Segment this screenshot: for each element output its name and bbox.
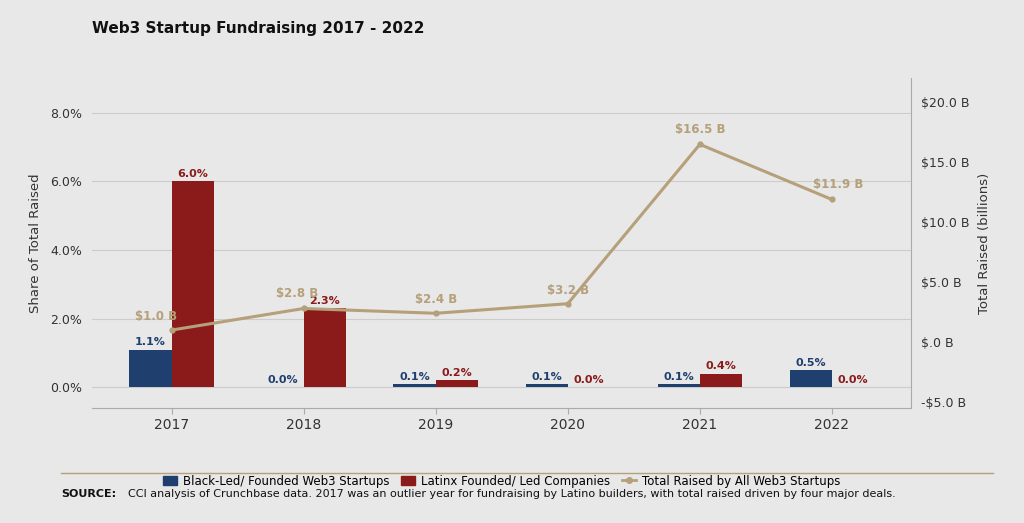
Text: 0.1%: 0.1% — [531, 371, 562, 381]
Text: $1.0 B: $1.0 B — [135, 310, 177, 323]
Text: 0.1%: 0.1% — [664, 371, 694, 381]
Text: 0.0%: 0.0% — [573, 375, 604, 385]
Text: 0.0%: 0.0% — [267, 375, 298, 385]
Text: $2.4 B: $2.4 B — [415, 293, 457, 306]
Bar — [304, 309, 346, 388]
Bar — [393, 384, 436, 388]
Text: 0.1%: 0.1% — [399, 371, 430, 381]
Text: Web3 Startup Fundraising 2017 - 2022: Web3 Startup Fundraising 2017 - 2022 — [92, 21, 425, 36]
Bar — [129, 349, 172, 388]
Y-axis label: Total Raised (billions): Total Raised (billions) — [978, 173, 991, 314]
Bar — [525, 384, 567, 388]
Bar — [172, 181, 214, 388]
Text: CCI analysis of Crunchbase data. 2017 was an outlier year for fundraising by Lat: CCI analysis of Crunchbase data. 2017 wa… — [121, 489, 896, 499]
Text: $2.8 B: $2.8 B — [275, 287, 318, 300]
Bar — [699, 373, 742, 388]
Bar — [436, 381, 478, 388]
Text: 0.4%: 0.4% — [706, 361, 736, 371]
Text: $16.5 B: $16.5 B — [675, 123, 725, 136]
Bar — [790, 370, 831, 388]
Text: 1.1%: 1.1% — [135, 337, 166, 347]
Bar — [657, 384, 699, 388]
Text: SOURCE:: SOURCE: — [61, 489, 117, 499]
Legend: Black-Led/ Founded Web3 Startups, Latinx Founded/ Led Companies, Total Raised by: Black-Led/ Founded Web3 Startups, Latinx… — [158, 470, 846, 492]
Text: 6.0%: 6.0% — [177, 169, 208, 179]
Text: $3.2 B: $3.2 B — [547, 283, 589, 297]
Text: 0.2%: 0.2% — [441, 368, 472, 378]
Text: 0.0%: 0.0% — [838, 375, 868, 385]
Text: 0.5%: 0.5% — [796, 358, 826, 368]
Y-axis label: Share of Total Raised: Share of Total Raised — [29, 174, 42, 313]
Text: $11.9 B: $11.9 B — [813, 178, 863, 191]
Text: 2.3%: 2.3% — [309, 296, 340, 306]
